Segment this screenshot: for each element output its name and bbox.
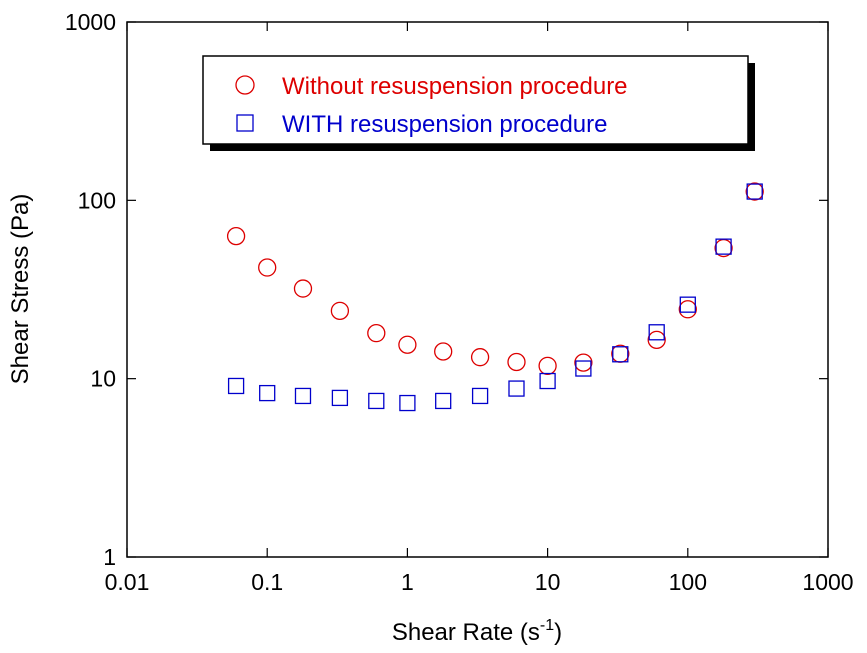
data-point-circle [538,356,557,375]
legend-marker-1 [235,75,255,95]
legend-box [202,55,749,145]
legend: Without resuspension procedure WITH resus… [202,55,755,151]
y-tick-label: 10 [90,366,116,392]
data-point-circle [367,323,386,343]
data-point-circle [293,279,313,298]
data-point-square [508,380,525,397]
series-2 [227,183,763,412]
data-markers [226,182,764,412]
data-point-square [259,384,276,402]
data-point-square [399,394,416,412]
data-point-square [227,377,245,395]
data-point-square [331,389,349,407]
data-point-square [575,360,592,377]
data-point-circle [226,226,246,246]
x-tick-label: 0.01 [105,569,150,595]
x-tick-label: 10 [535,569,561,595]
data-point-square [471,387,489,405]
y-axis-ticks: 1 10 100 1000 [65,9,828,570]
series-1 [226,182,764,375]
x-axis-ticks: 0.01 0.1 1 10 100 1000 [105,22,854,595]
y-tick-label: 100 [78,187,116,213]
data-point-square [539,372,556,390]
x-tick-label: 0.1 [251,569,283,595]
data-point-circle [647,330,666,350]
data-point-circle [678,300,697,319]
y-axis-label: Shear Stress (Pa) [7,194,34,385]
data-point-circle [330,301,350,321]
data-point-square [612,346,629,363]
data-point-circle [398,335,417,354]
y-tick-label: 1000 [65,9,116,35]
legend-marker-2 [236,114,254,132]
x-axis-label-superscript: -1 [540,617,554,634]
data-point-square [435,392,452,410]
y-tick-label: 1 [103,544,116,570]
data-point-square [368,392,385,410]
data-point-square [294,387,312,405]
x-axis-label: Shear Rate (s-1) [392,617,562,646]
data-point-square [715,238,732,255]
data-point-circle [507,352,526,372]
data-point-circle [434,342,453,361]
legend-label-2: WITH resuspension procedure [282,111,607,138]
data-point-circle [611,344,630,363]
x-tick-label: 100 [669,569,707,595]
data-point-circle [470,348,490,367]
data-point-square [679,296,696,313]
data-point-circle [574,353,593,372]
data-point-circle [745,182,764,201]
legend-label-1: Without resuspension procedure [282,73,628,100]
plot-frame [126,21,829,558]
data-point-circle [258,258,277,277]
x-tick-label: 1000 [802,569,853,595]
data-point-square [746,183,763,200]
data-point-square [648,324,665,341]
x-tick-label: 1 [401,569,414,595]
